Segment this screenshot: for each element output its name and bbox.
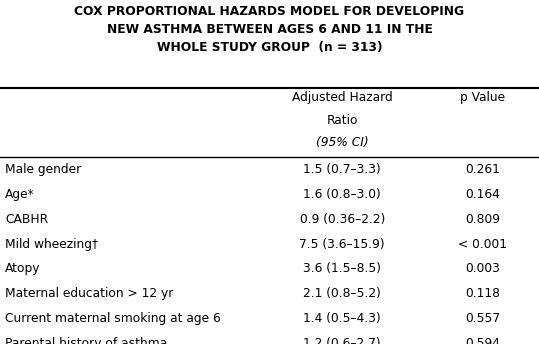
Text: 0.261: 0.261 <box>465 163 500 176</box>
Text: 0.557: 0.557 <box>465 312 500 325</box>
Text: (95% ​CI): (95% ​CI) <box>316 136 369 149</box>
Text: 7.5 (3.6–15.9): 7.5 (3.6–15.9) <box>300 238 385 251</box>
Text: 0.118: 0.118 <box>465 287 500 300</box>
Text: 0.003: 0.003 <box>465 262 500 276</box>
Text: 3.6 (1.5–8.5): 3.6 (1.5–8.5) <box>303 262 381 276</box>
Text: Mild wheezing†: Mild wheezing† <box>5 238 99 251</box>
Text: 1.6 (0.8–3.0): 1.6 (0.8–3.0) <box>303 188 381 201</box>
Text: 1.4 (0.5–4.3): 1.4 (0.5–4.3) <box>303 312 381 325</box>
Text: 2.1 (0.8–5.2): 2.1 (0.8–5.2) <box>303 287 381 300</box>
Text: 0.9 (0.36–2.2): 0.9 (0.36–2.2) <box>300 213 385 226</box>
Text: Male gender: Male gender <box>5 163 81 176</box>
Text: 0.809: 0.809 <box>465 213 500 226</box>
Text: Maternal education > 12 yr: Maternal education > 12 yr <box>5 287 174 300</box>
Text: p Value: p Value <box>460 91 505 104</box>
Text: 0.594: 0.594 <box>465 337 500 344</box>
Text: 0.164: 0.164 <box>465 188 500 201</box>
Text: Adjusted Hazard: Adjusted Hazard <box>292 91 392 104</box>
Text: 1.2 (0.6–2.7): 1.2 (0.6–2.7) <box>303 337 381 344</box>
Text: COX PROPORTIONAL HAZARDS MODEL FOR DEVELOPING
NEW ASTHMA BETWEEN AGES 6 AND 11 I: COX PROPORTIONAL HAZARDS MODEL FOR DEVEL… <box>74 5 465 54</box>
Text: < 0.001: < 0.001 <box>458 238 507 251</box>
Text: Age*: Age* <box>5 188 35 201</box>
Text: Atopy: Atopy <box>5 262 41 276</box>
Text: 1.5 (0.7–3.3): 1.5 (0.7–3.3) <box>303 163 381 176</box>
Text: Current maternal smoking at age 6: Current maternal smoking at age 6 <box>5 312 221 325</box>
Text: Parental history of asthma: Parental history of asthma <box>5 337 168 344</box>
Text: CABHR: CABHR <box>5 213 49 226</box>
Text: Ratio: Ratio <box>327 114 358 127</box>
